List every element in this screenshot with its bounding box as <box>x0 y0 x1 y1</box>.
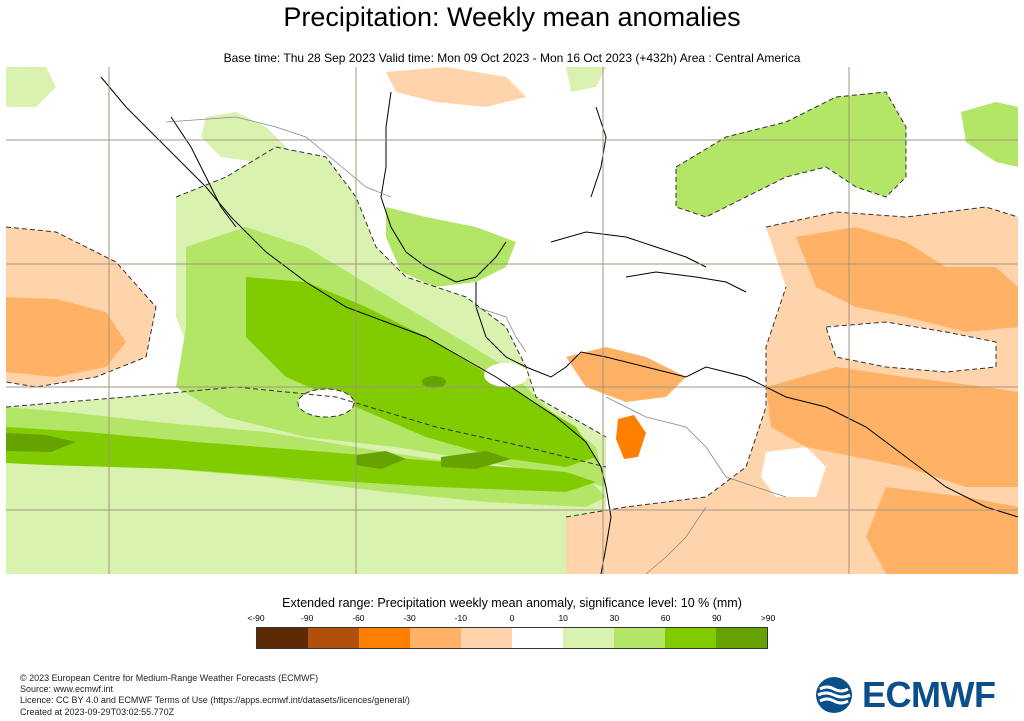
anomaly-area-60 <box>246 277 596 467</box>
anomaly-area-0 <box>826 322 996 372</box>
significance-contour <box>765 206 1018 228</box>
anomaly-area-10 <box>566 67 606 92</box>
significance-contour <box>675 91 907 218</box>
anomaly-map <box>6 67 1018 574</box>
legend-swatch <box>512 628 563 648</box>
legend-tick-label: -30 <box>403 613 416 623</box>
legend-tick-label: 30 <box>609 613 620 623</box>
copyright-text: © 2023 European Centre for Medium-Range … <box>20 673 319 683</box>
legend-tick-label: -90 <box>301 613 314 623</box>
legend-tick-label: -10 <box>454 613 467 623</box>
legend-tick-label: 90 <box>712 613 722 623</box>
anomaly-area-0 <box>484 363 528 387</box>
legend-title: Extended range: Precipitation weekly mea… <box>282 596 742 610</box>
coastline <box>475 282 1018 518</box>
legend-swatch <box>563 628 614 648</box>
anomaly-area-10 <box>6 67 56 107</box>
legend-tick-label: 10 <box>558 613 568 623</box>
color-legend <box>256 627 768 649</box>
legend-swatch <box>716 628 767 648</box>
legend-tick-label: >90 <box>760 613 776 623</box>
coastline <box>100 76 607 488</box>
significance-contour <box>6 386 607 468</box>
anomaly-area-neg30 <box>6 297 126 377</box>
anomaly-area-neg30 <box>796 227 1018 332</box>
legend-swatch <box>257 628 308 648</box>
legend-tick-label: <-90 <box>247 613 265 623</box>
licence-text: Licence: CC BY 4.0 and ECMWF Terms of Us… <box>20 695 410 706</box>
significance-contour <box>825 321 997 373</box>
anomaly-area-90 <box>6 433 76 452</box>
significance-contour <box>565 286 787 518</box>
anomaly-area-30 <box>961 102 1018 167</box>
map-canvas <box>6 67 1018 574</box>
legend-swatch <box>665 628 716 648</box>
anomaly-area-90 <box>441 451 511 469</box>
legend-swatch <box>614 628 665 648</box>
footer-credits: © 2023 European Centre for Medium-Range … <box>20 673 410 718</box>
legend-tick-label: 0 <box>509 613 515 623</box>
significance-contour <box>175 146 607 438</box>
anomaly-area-60 <box>6 427 596 492</box>
legend-tick-label: 60 <box>660 613 671 623</box>
country-border <box>605 396 787 498</box>
anomaly-area-neg30 <box>566 347 686 402</box>
legend-swatch <box>359 628 410 648</box>
ecmwf-logo-text: ECMWF <box>862 674 996 715</box>
legend-tick-label: -60 <box>352 613 365 623</box>
anomaly-area-neg10 <box>386 67 526 107</box>
legend-swatch <box>410 628 461 648</box>
anomaly-area-neg30 <box>866 487 1018 574</box>
coastline <box>170 116 237 228</box>
coastline <box>550 231 707 268</box>
legend-swatch <box>461 628 512 648</box>
graticule <box>6 67 1018 574</box>
coastline <box>380 91 507 283</box>
significance-contour <box>6 226 157 388</box>
created-text: Created at 2023-09-29T03:02:55.770Z <box>20 706 175 717</box>
country-border <box>475 306 527 353</box>
country-border <box>165 116 392 198</box>
anomaly-area-0 <box>298 389 354 417</box>
anomaly-area-neg60 <box>616 415 646 459</box>
ecmwf-logo-icon <box>816 677 852 713</box>
anomaly-area-0 <box>761 447 826 497</box>
source-text: Source: www.ecmwf.int <box>20 684 114 695</box>
page-subtitle: Base time: Thu 28 Sep 2023 Valid time: M… <box>223 51 801 65</box>
anomaly-area-90 <box>356 451 406 469</box>
anomaly-area-neg30 <box>766 367 1018 487</box>
anomaly-area-10 <box>201 112 286 162</box>
country-border <box>645 506 707 574</box>
page-title: Precipitation: Weekly mean anomalies <box>283 2 741 32</box>
ecmwf-logo: ECMWF <box>812 674 1012 715</box>
anomaly-area-30 <box>386 207 516 287</box>
anomaly-area-90 <box>422 376 446 388</box>
legend-swatch <box>308 628 359 648</box>
coastline <box>625 271 747 293</box>
significance-contour <box>297 388 355 418</box>
